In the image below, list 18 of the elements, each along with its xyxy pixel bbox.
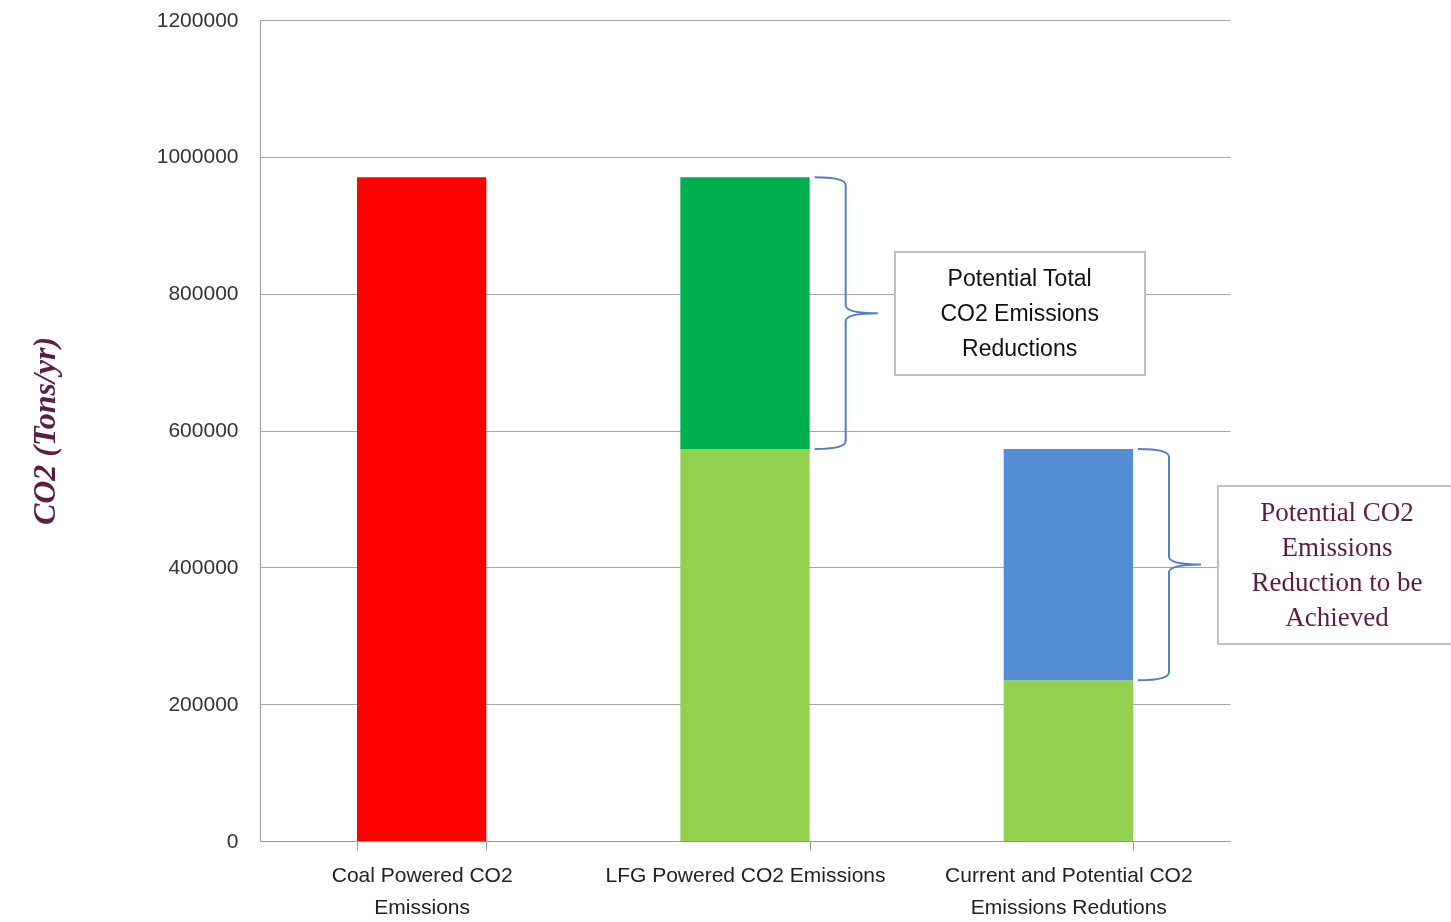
bar xyxy=(680,448,810,841)
x-tick-label: Current and Potential CO2 Emissions Redutions xyxy=(945,862,1193,918)
bar xyxy=(1003,680,1133,841)
x-tick-label: Coal Powered CO2 Emissions xyxy=(331,862,513,918)
bar xyxy=(357,177,487,841)
x-tick-label: LFG Powered CO2 Emissions xyxy=(605,862,886,886)
y-axis-title: CO2 (Tons/yr) xyxy=(25,336,62,526)
text-box: Potential CO2 Emissions Reduction to be Achieved xyxy=(1217,484,1451,645)
y-tick-label: 600000 xyxy=(168,418,239,441)
bar xyxy=(680,177,810,449)
y-tick-label: 800000 xyxy=(168,281,239,305)
y-tick-label: 400000 xyxy=(168,554,239,578)
y-tick-label: 0 xyxy=(226,828,239,852)
bar xyxy=(1003,448,1133,681)
y-tick-label: 200000 xyxy=(168,691,239,715)
text-box: Potential Total CO2 Emissions Reductions xyxy=(893,250,1146,376)
y-tick-label: 1200000 xyxy=(156,7,239,31)
y-tick-label: 1000000 xyxy=(156,144,239,168)
